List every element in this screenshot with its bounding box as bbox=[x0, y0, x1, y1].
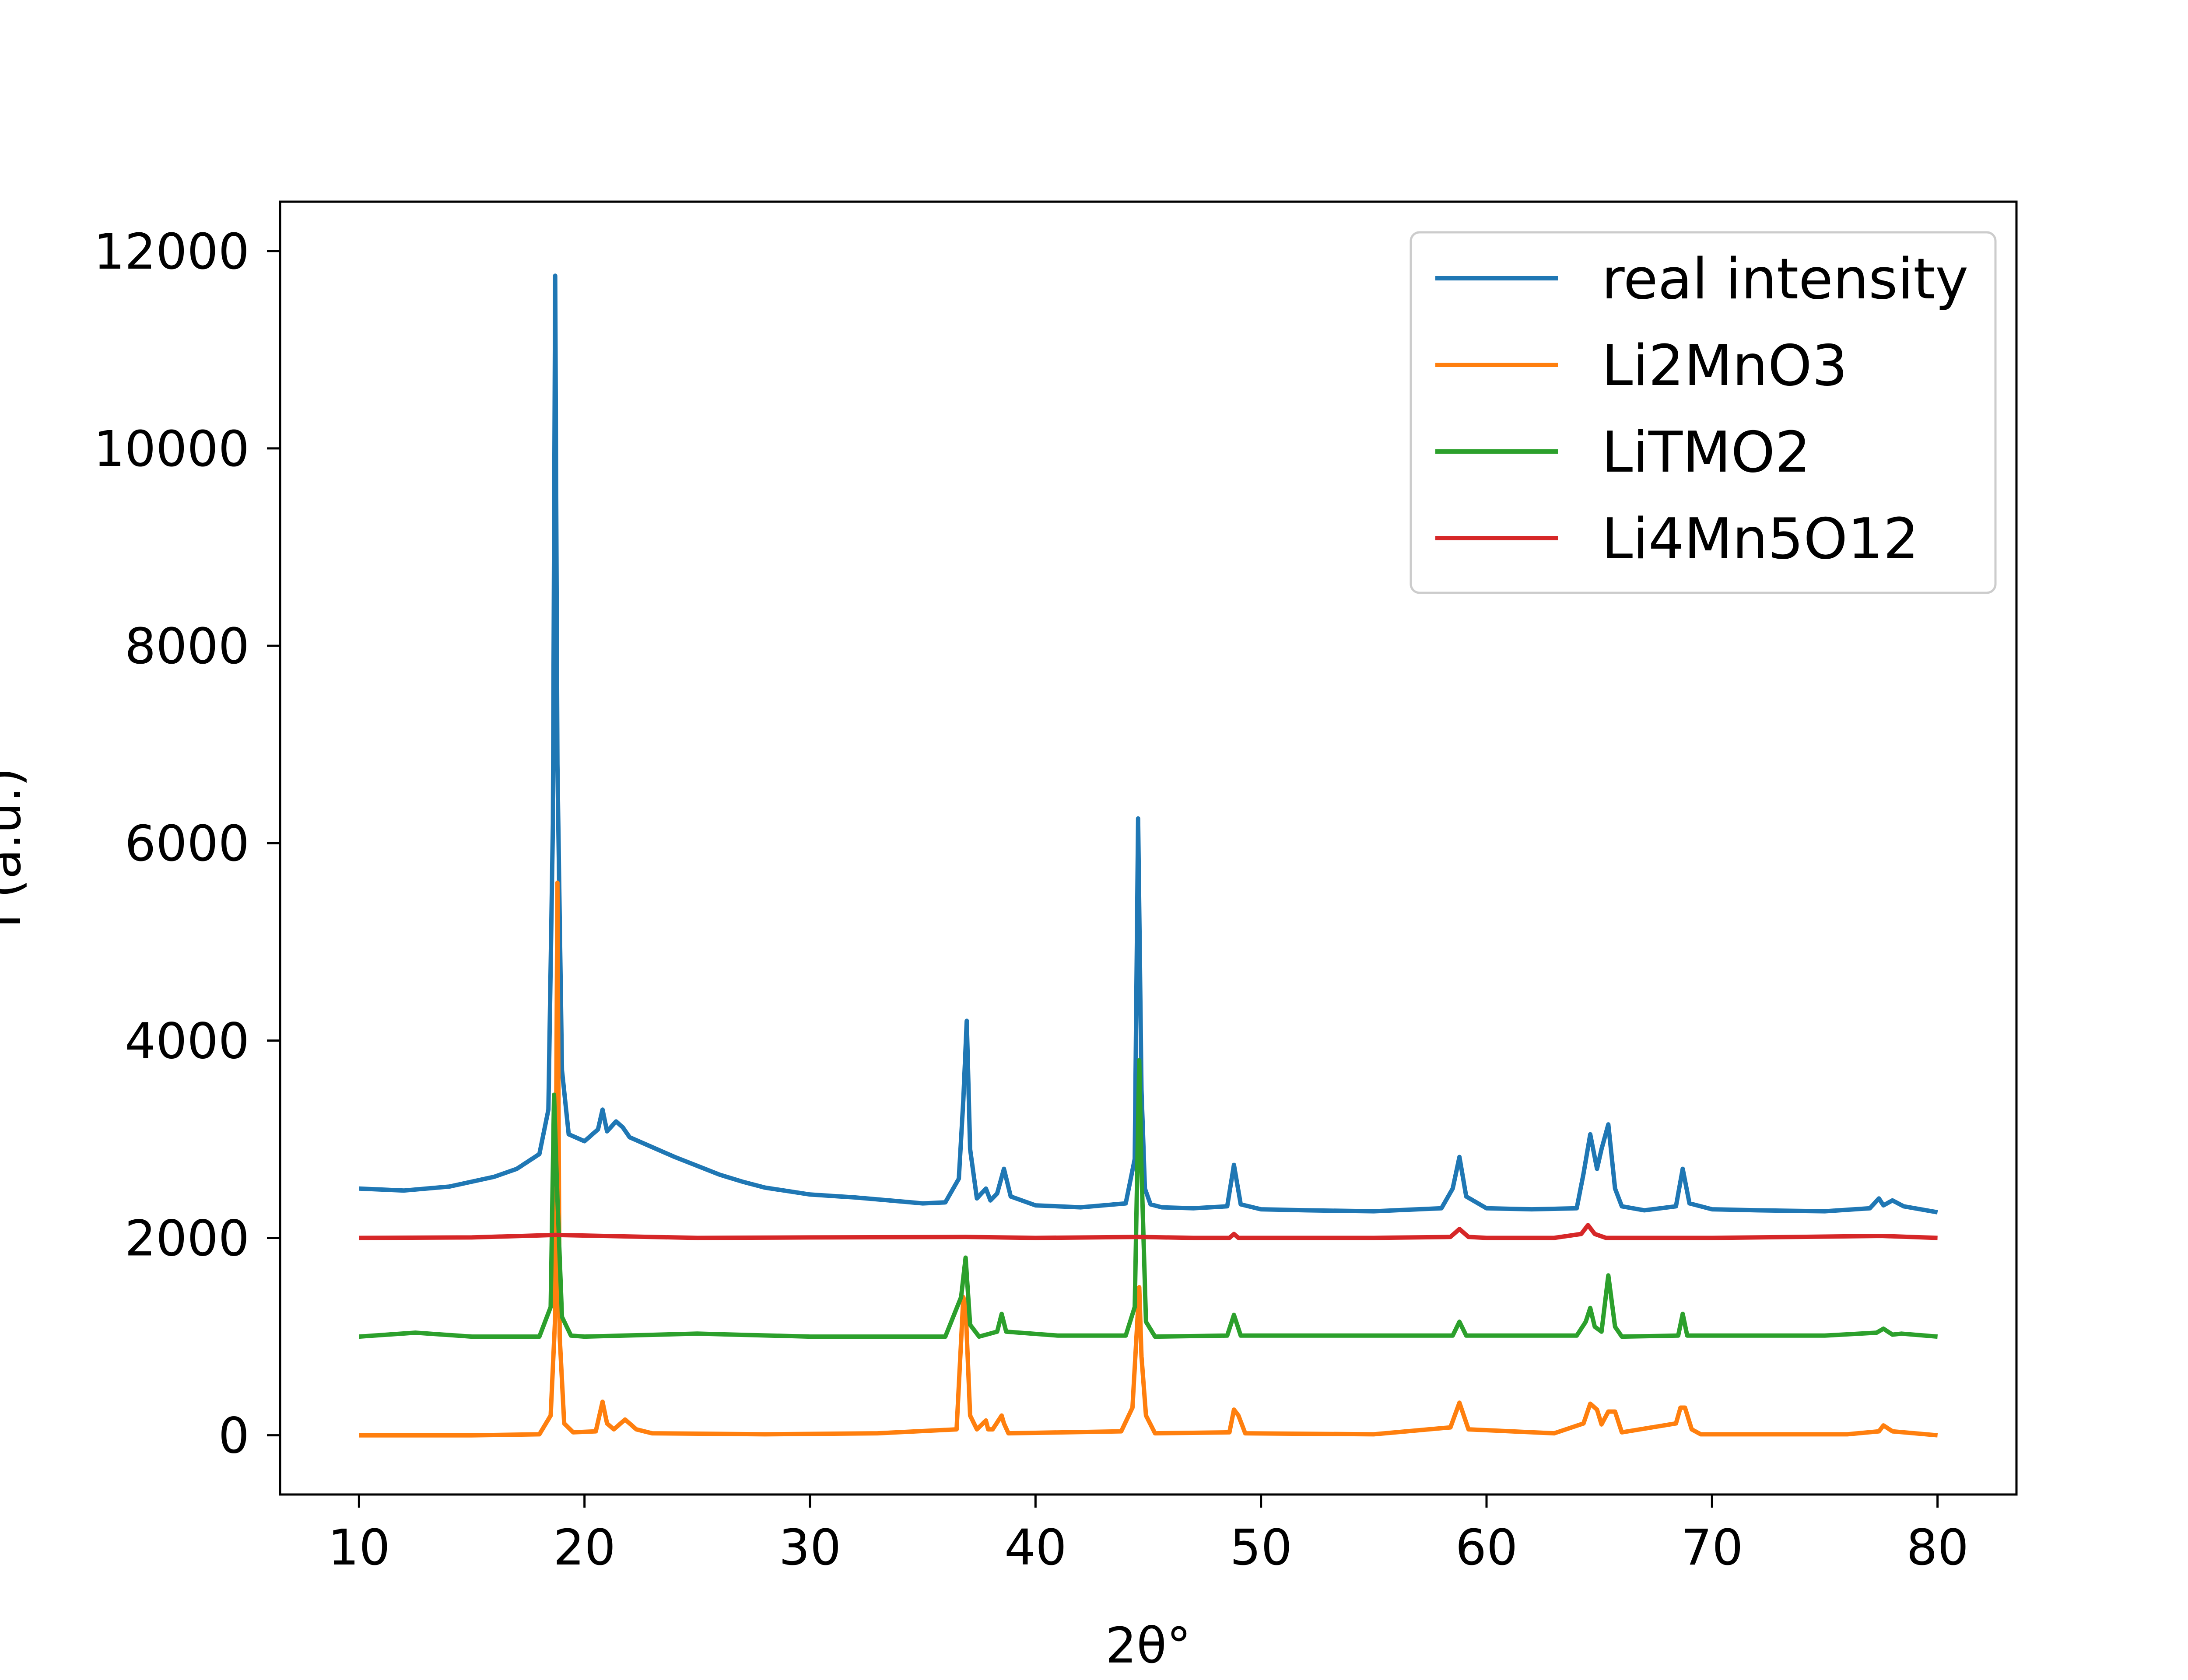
legend-box bbox=[1410, 231, 1997, 594]
y-tick-label: 12000 bbox=[94, 224, 249, 280]
x-axis-label: 2θ° bbox=[1105, 1617, 1191, 1674]
legend-label-3: Li4Mn5O12 bbox=[1602, 507, 1919, 572]
y-tick-label: 4000 bbox=[125, 1013, 249, 1070]
plot-area bbox=[359, 273, 1938, 1438]
y-axis-label: I (a.u.) bbox=[0, 768, 32, 928]
legend-label-0: real intensity bbox=[1602, 247, 1968, 312]
x-tick-label: 60 bbox=[1455, 1519, 1518, 1576]
series-line-2 bbox=[359, 1058, 1938, 1339]
legend-label-1: Li2MnO3 bbox=[1602, 333, 1848, 399]
y-tick-label: 2000 bbox=[125, 1211, 249, 1267]
x-tick-label: 80 bbox=[1906, 1519, 1969, 1576]
series-line-3 bbox=[359, 1223, 1938, 1240]
y-tick-label: 10000 bbox=[94, 421, 249, 478]
x-tick-label: 10 bbox=[328, 1519, 390, 1576]
x-tick-label: 70 bbox=[1681, 1519, 1743, 1576]
series-line-0 bbox=[359, 273, 1938, 1214]
y-tick-label: 0 bbox=[218, 1408, 249, 1465]
x-tick-label: 20 bbox=[553, 1519, 616, 1576]
y-tick-label: 6000 bbox=[125, 816, 249, 872]
x-tick-label: 50 bbox=[1230, 1519, 1292, 1576]
plot-frame bbox=[279, 200, 2018, 1496]
y-tick-label: 8000 bbox=[125, 618, 249, 675]
legend: real intensity Li2MnO3 LiTMO2 Li4Mn5O12 bbox=[1410, 231, 1997, 594]
legend-label-2: LiTMO2 bbox=[1602, 420, 1811, 485]
y-axis: 0 2000 4000 6000 8000 10000 12000 bbox=[94, 224, 280, 1465]
x-tick-label: 30 bbox=[779, 1519, 842, 1576]
series-line-1 bbox=[359, 880, 1938, 1438]
x-axis: 10 20 30 40 50 60 70 80 bbox=[328, 1494, 1969, 1576]
x-tick-label: 40 bbox=[1004, 1519, 1067, 1576]
series-layer bbox=[359, 273, 1938, 1438]
